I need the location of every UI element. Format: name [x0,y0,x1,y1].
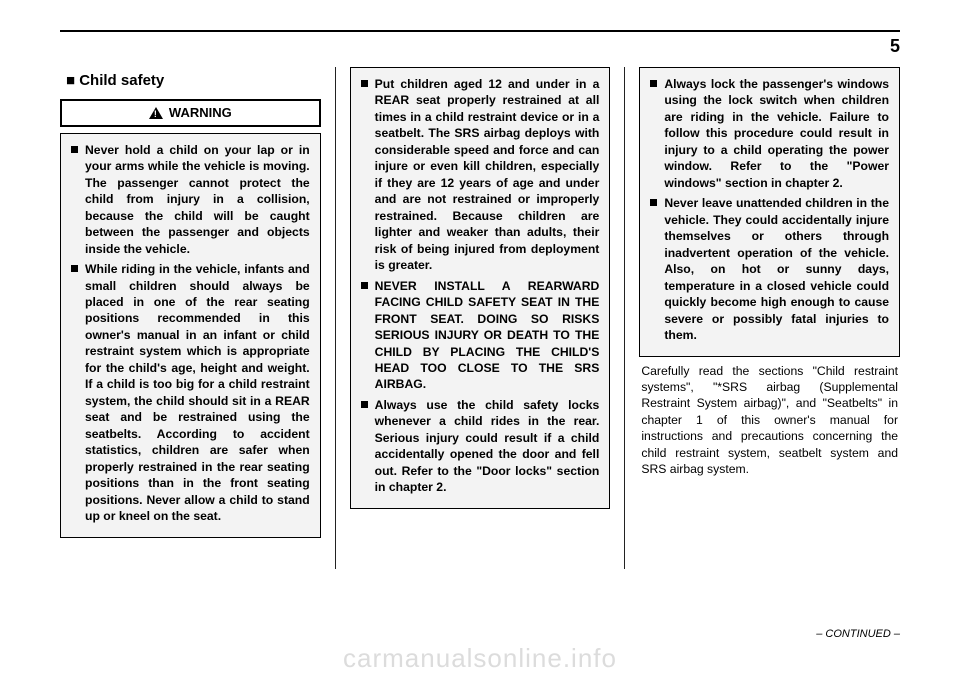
warning-list-2: Put children aged 12 and under in a REAR… [361,76,600,496]
watermark: carmanualsonline.info [0,643,960,674]
warning-box-3: Always lock the passenger's windows usin… [639,67,900,357]
section-title: ■ Child safety [66,71,321,91]
body-paragraph: Carefully read the sections "Child restr… [639,363,900,478]
warning-box-1: Never hold a child on your lap or in you… [60,133,321,538]
column-2: Put children aged 12 and under in a REAR… [350,67,611,569]
manual-page: 5 ■ Child safety WARNING Never hold a ch… [60,30,900,630]
warning-icon [149,107,163,119]
list-item: Never leave unattended children in the v… [650,195,889,343]
warning-list-3: Always lock the passenger's windows usin… [650,76,889,344]
warning-header: WARNING [60,99,321,127]
column-divider [624,67,625,569]
list-item: Put children aged 12 and under in a REAR… [361,76,600,274]
list-item: Always lock the passenger's windows usin… [650,76,889,191]
list-item: NEVER INSTALL A REARWARD FACING CHILD SA… [361,278,600,393]
list-item: While riding in the vehicle, infants and… [71,261,310,525]
page-number: 5 [60,36,900,57]
continued-footer: – CONTINUED – [816,628,900,640]
column-3: Always lock the passenger's windows usin… [639,67,900,569]
column-divider [335,67,336,569]
warning-box-2: Put children aged 12 and under in a REAR… [350,67,611,509]
warning-list-1: Never hold a child on your lap or in you… [71,142,310,525]
top-rule [60,30,900,32]
columns: ■ Child safety WARNING Never hold a chil… [60,67,900,569]
list-item: Never hold a child on your lap or in you… [71,142,310,257]
list-item: Always use the child safety locks whenev… [361,397,600,496]
column-1: ■ Child safety WARNING Never hold a chil… [60,67,321,569]
warning-label: WARNING [169,104,232,122]
